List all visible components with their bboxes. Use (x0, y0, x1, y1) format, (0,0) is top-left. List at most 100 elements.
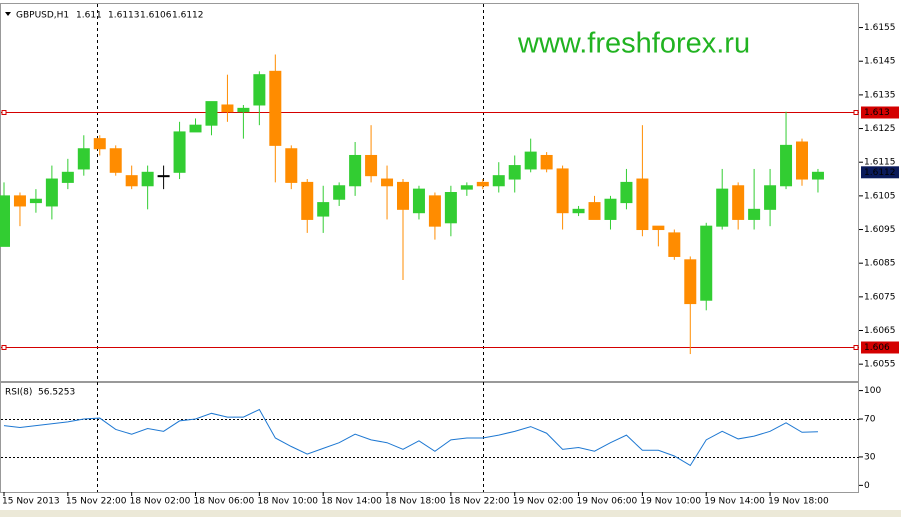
candle-body (540, 154, 553, 170)
rsi-value: 56.5253 (38, 388, 75, 398)
level-handle (853, 345, 859, 350)
x-tick-label: 19 Nov 14:00 (704, 497, 765, 507)
level-handle (853, 110, 859, 115)
candle-body (13, 195, 26, 207)
candle-body (333, 185, 346, 200)
candle-body (0, 195, 10, 247)
rsi-panel-frame (0, 382, 859, 493)
candle-body (189, 124, 202, 133)
y-tick-label: 1.6125 (864, 124, 896, 134)
y-tick-label: 100 (864, 386, 881, 396)
candle-body (508, 165, 521, 180)
y-tick-label: 0 (864, 481, 870, 491)
price-label-box (861, 166, 899, 179)
candle-body (381, 178, 394, 187)
y-tick-label: 1.6055 (864, 360, 896, 370)
level-label: 1.606 (864, 343, 890, 353)
x-tick-label: 15 Nov 22:00 (66, 497, 127, 507)
candle-body (732, 185, 745, 220)
header-high: 1.6113 (108, 11, 140, 21)
y-tick-label: 1.6075 (864, 292, 896, 302)
y-tick-label: 70 (864, 415, 876, 425)
candle-body (365, 154, 378, 177)
level-label-box (861, 341, 899, 354)
y-tick-label: 1.6065 (864, 326, 896, 336)
candle-body (476, 181, 489, 187)
candle-body (716, 188, 729, 227)
candle-body (588, 202, 601, 220)
price-panel-frame (0, 3, 859, 382)
x-tick-label: 18 Nov 18:00 (385, 497, 446, 507)
candle-body (796, 141, 808, 180)
candle-body (636, 178, 649, 231)
x-tick-label: 19 Nov 10:00 (640, 497, 701, 507)
candle-body (253, 74, 266, 106)
rsi-line (3, 408, 818, 467)
candle-body (285, 148, 298, 183)
candle-body (748, 208, 761, 220)
candle-body (604, 198, 617, 220)
candle-body (397, 181, 409, 210)
y-tick-label: 1.6145 (864, 57, 896, 67)
candle-body (29, 198, 42, 204)
x-tick-label: 19 Nov 18:00 (768, 497, 829, 507)
watermark: www.freshforex.ru (517, 28, 750, 60)
candle-body (141, 171, 154, 187)
candle-body (492, 175, 505, 187)
y-tick-label: 30 (864, 452, 876, 462)
candle-body (93, 138, 106, 150)
candle-body (572, 208, 585, 214)
candle-body (173, 131, 186, 173)
tab-strip (0, 510, 901, 517)
menu-arrow (5, 12, 11, 16)
y-tick-label: 1.6135 (864, 90, 896, 100)
candle-body (45, 178, 58, 207)
candle-body (524, 151, 537, 170)
header-low: 1.6106 (140, 11, 172, 21)
rsi-title: RSI(8) (5, 388, 32, 398)
candle-body (412, 188, 425, 214)
candle-body (684, 259, 697, 305)
candle-body (668, 232, 681, 257)
y-tick-label: 1.6085 (864, 259, 896, 269)
x-tick-label: 18 Nov 06:00 (194, 497, 255, 507)
candle-body (428, 195, 441, 227)
candle-body (125, 175, 138, 187)
candle-body (61, 171, 74, 183)
y-tick-label: 1.6105 (864, 191, 896, 201)
candle-body (444, 192, 457, 224)
candle-body (780, 144, 793, 187)
level-handle (1, 345, 7, 350)
candle-body (269, 70, 282, 146)
x-tick-label: 18 Nov 10:00 (257, 497, 318, 507)
x-tick-label: 18 Nov 02:00 (130, 497, 191, 507)
candle-body (301, 181, 314, 220)
candle-body (157, 175, 170, 178)
candle-body (764, 185, 777, 210)
symbol-label: GBPUSD,H1 (16, 11, 69, 21)
candle-body (811, 171, 824, 180)
y-tick-label: 1.6155 (864, 23, 896, 33)
candle-body (77, 148, 90, 170)
level-handle (1, 110, 7, 115)
candle-body (460, 185, 473, 190)
header-open: 1.611 (76, 11, 102, 21)
y-tick-label: 1.6115 (864, 158, 896, 168)
x-tick-label: 19 Nov 06:00 (577, 497, 638, 507)
header-close: 1.6112 (172, 11, 204, 21)
x-tick-label: 19 Nov 02:00 (513, 497, 574, 507)
x-tick-label: 18 Nov 22:00 (449, 497, 510, 507)
level-label: 1.613 (864, 108, 890, 118)
candle-body (620, 181, 633, 204)
x-tick-label: 15 Nov 2013 (2, 497, 60, 507)
candle-body (109, 148, 122, 173)
candle-body (349, 154, 362, 187)
candle-body (652, 225, 665, 231)
y-tick-label: 1.6095 (864, 225, 896, 235)
candle-body (221, 104, 234, 113)
candle-body (317, 202, 330, 217)
level-label-box (861, 106, 899, 119)
x-tick-label: 18 Nov 14:00 (321, 497, 382, 507)
